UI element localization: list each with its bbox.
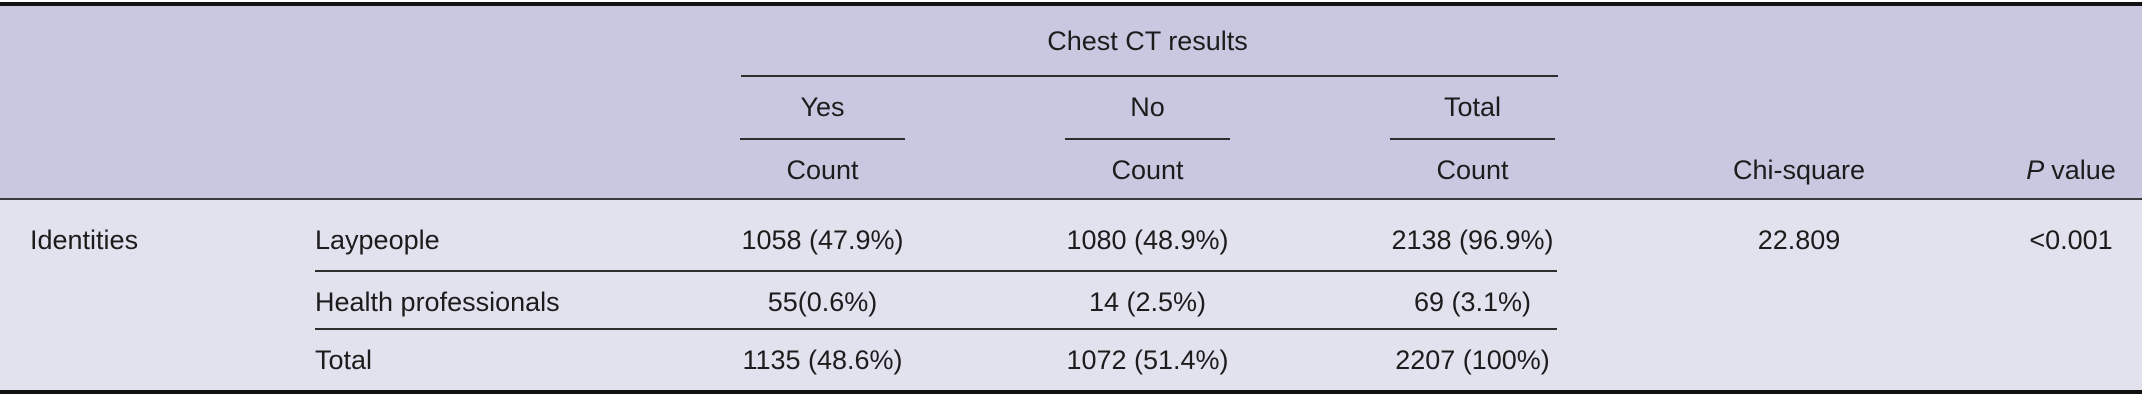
total-count-cell: 69 (3.1%) bbox=[1413, 286, 1532, 317]
column-header-yes-label: Yes bbox=[800, 91, 845, 122]
total-count-cell: 2207 (100%) bbox=[1395, 344, 1550, 375]
total-underline-rule bbox=[1390, 138, 1555, 140]
p-value-header-rest: value bbox=[2051, 154, 2116, 185]
total-count-header: Count bbox=[1436, 154, 1509, 185]
page-margin bbox=[0, 0, 2142, 2]
p-value-cell: <0.001 bbox=[2029, 224, 2113, 255]
row-label: Laypeople bbox=[315, 224, 440, 255]
no-count-cell: 14 (2.5%) bbox=[1088, 286, 1207, 317]
total-count-cell: 2138 (96.9%) bbox=[1391, 224, 1554, 255]
yes-count-cell: 1135 (48.6%) bbox=[742, 344, 903, 375]
yes-underline-rule bbox=[740, 138, 905, 140]
column-header-total: Total bbox=[1310, 76, 1635, 140]
table-row-health-professionals: Health professionals 55(0.6%) 14 (2.5%) … bbox=[0, 272, 2142, 328]
yes-count-cell: 1058 (47.9%) bbox=[741, 224, 904, 255]
table-row-total: Total 1135 (48.6%) 1072 (51.4%) 2207 (10… bbox=[0, 330, 2142, 390]
spanner-chest-ct-results: Chest CT results bbox=[1047, 25, 1248, 56]
table-row-laypeople: Identities Laypeople 1058 (47.9%) 1080 (… bbox=[0, 200, 2142, 270]
spanner-row: Chest CT results bbox=[0, 6, 2142, 76]
row-group-label: Identities bbox=[30, 224, 139, 255]
table-body: Identities Laypeople 1058 (47.9%) 1080 (… bbox=[0, 200, 2142, 390]
column-header-total-label: Total bbox=[1443, 91, 1502, 122]
row-divider-rule bbox=[315, 328, 1557, 330]
subheader-row: Yes No Total bbox=[0, 76, 2142, 140]
table-bottom-rule bbox=[0, 390, 2142, 394]
row-label: Total bbox=[315, 344, 373, 375]
yes-count-cell: 55(0.6%) bbox=[767, 286, 878, 317]
p-value-header-italic: P bbox=[2026, 154, 2045, 185]
row-label: Health professionals bbox=[315, 286, 560, 317]
no-count-cell: 1080 (48.9%) bbox=[1066, 224, 1229, 255]
column-header-yes: Yes bbox=[660, 76, 985, 140]
no-count-cell: 1072 (51.4%) bbox=[1066, 344, 1229, 375]
no-underline-rule bbox=[1065, 138, 1230, 140]
yes-count-header: Count bbox=[786, 154, 859, 185]
table-header: Chest CT results Yes No Total Count bbox=[0, 6, 2142, 200]
row-divider-rule bbox=[315, 270, 1557, 272]
chi-square-header: Chi-square bbox=[1732, 154, 1866, 185]
subheader-spacer-label bbox=[315, 76, 660, 140]
table-top-rule bbox=[0, 2, 2142, 6]
spanner-underline-rule bbox=[741, 75, 1558, 77]
subheader-spacer-group bbox=[0, 76, 315, 140]
subheader-spacer-chi bbox=[1635, 76, 2000, 140]
no-count-header: Count bbox=[1111, 154, 1184, 185]
subheader-spacer-p bbox=[2000, 76, 2142, 140]
column-header-no: No bbox=[985, 76, 1310, 140]
column-header-no-label: No bbox=[1130, 91, 1165, 122]
chi-square-cell: 22.809 bbox=[1757, 224, 1841, 255]
